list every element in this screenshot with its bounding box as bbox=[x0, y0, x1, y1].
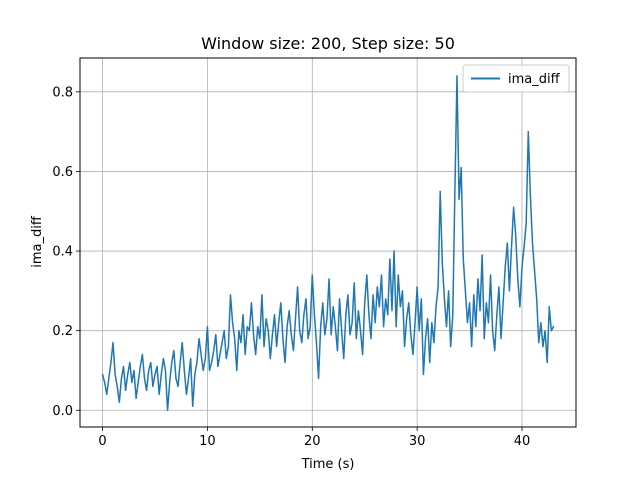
legend-box bbox=[462, 64, 570, 93]
x-tick-label: 20 bbox=[304, 434, 321, 449]
y-tick-label: 0.0 bbox=[52, 404, 73, 419]
y-axis-label: ima_diff bbox=[30, 215, 45, 268]
y-tick-label: 0.8 bbox=[52, 85, 73, 100]
plot-area bbox=[80, 58, 576, 427]
legend: ima_diff bbox=[462, 64, 570, 93]
series-layer bbox=[101, 75, 555, 412]
series-line-ima-diff bbox=[101, 75, 555, 412]
x-tick-label: 30 bbox=[409, 434, 426, 449]
plot-frame bbox=[79, 57, 577, 428]
x-tick-label: 0 bbox=[98, 434, 106, 449]
x-tick-label: 40 bbox=[514, 434, 531, 449]
x-axis-label: Time (s) bbox=[301, 457, 355, 472]
y-tick-label: 0.4 bbox=[52, 245, 73, 260]
chart-title: Window size: 200, Step size: 50 bbox=[201, 34, 455, 53]
ticks: 0 10 20 30 40 0.0 0.2 0.4 0.6 0.8 bbox=[52, 85, 530, 449]
y-tick-label: 0.6 bbox=[52, 165, 73, 180]
y-tick-label: 0.2 bbox=[52, 324, 73, 339]
x-tick-label: 10 bbox=[199, 434, 216, 449]
legend-entry-ima-diff: ima_diff bbox=[508, 72, 561, 87]
